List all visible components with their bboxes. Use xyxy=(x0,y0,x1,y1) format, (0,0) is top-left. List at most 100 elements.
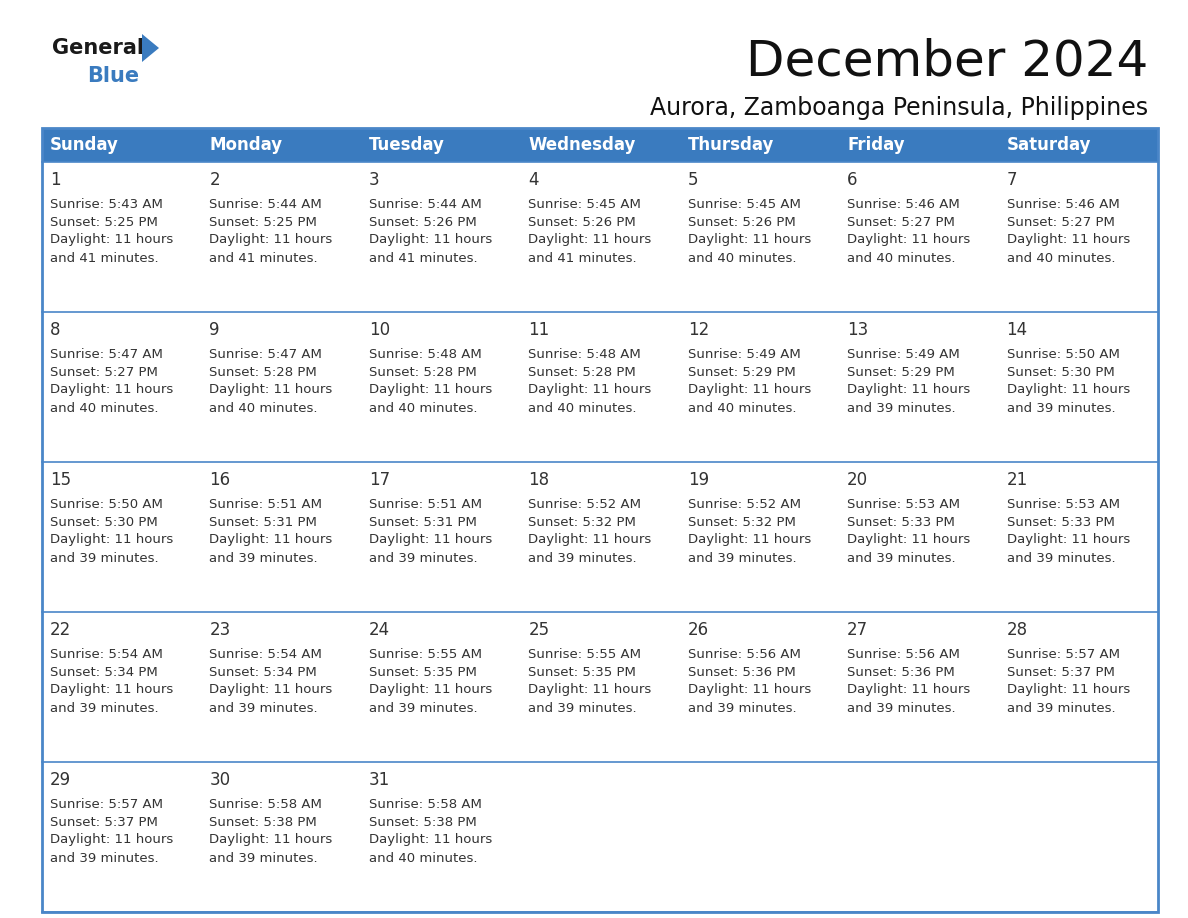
Text: Sunset: 5:28 PM: Sunset: 5:28 PM xyxy=(209,365,317,378)
Text: Daylight: 11 hours: Daylight: 11 hours xyxy=(847,384,971,397)
Text: 20: 20 xyxy=(847,471,868,489)
Text: 8: 8 xyxy=(50,321,61,339)
Bar xyxy=(520,312,680,462)
Text: 30: 30 xyxy=(209,771,230,789)
Text: Sunrise: 5:43 AM: Sunrise: 5:43 AM xyxy=(50,197,163,210)
Bar xyxy=(42,612,202,762)
Text: 11: 11 xyxy=(529,321,550,339)
Text: Sunset: 5:30 PM: Sunset: 5:30 PM xyxy=(50,516,158,529)
Text: Daylight: 11 hours: Daylight: 11 hours xyxy=(529,684,651,697)
Text: Sunrise: 5:46 AM: Sunrise: 5:46 AM xyxy=(1006,197,1119,210)
Text: and 40 minutes.: and 40 minutes. xyxy=(688,401,796,415)
Bar xyxy=(361,762,520,912)
Bar xyxy=(42,128,1158,162)
Text: Blue: Blue xyxy=(87,66,139,86)
Bar xyxy=(42,128,1158,912)
Text: Daylight: 11 hours: Daylight: 11 hours xyxy=(847,533,971,546)
Text: Saturday: Saturday xyxy=(1006,136,1091,154)
Text: Friday: Friday xyxy=(847,136,905,154)
Text: Tuesday: Tuesday xyxy=(368,136,444,154)
Text: Daylight: 11 hours: Daylight: 11 hours xyxy=(50,233,173,247)
Text: Sunrise: 5:54 AM: Sunrise: 5:54 AM xyxy=(50,647,163,660)
Text: Sunrise: 5:57 AM: Sunrise: 5:57 AM xyxy=(1006,647,1119,660)
Text: 13: 13 xyxy=(847,321,868,339)
Bar xyxy=(999,762,1158,912)
Text: Daylight: 11 hours: Daylight: 11 hours xyxy=(50,834,173,846)
Bar xyxy=(999,162,1158,312)
Text: Daylight: 11 hours: Daylight: 11 hours xyxy=(847,233,971,247)
Bar xyxy=(680,312,839,462)
Bar xyxy=(361,162,520,312)
Text: Sunrise: 5:50 AM: Sunrise: 5:50 AM xyxy=(1006,348,1119,361)
Text: Sunrise: 5:56 AM: Sunrise: 5:56 AM xyxy=(847,647,960,660)
Text: Sunset: 5:35 PM: Sunset: 5:35 PM xyxy=(529,666,636,678)
Text: and 39 minutes.: and 39 minutes. xyxy=(368,701,478,714)
Text: and 40 minutes.: and 40 minutes. xyxy=(50,401,158,415)
Text: Daylight: 11 hours: Daylight: 11 hours xyxy=(368,233,492,247)
Text: Sunset: 5:35 PM: Sunset: 5:35 PM xyxy=(368,666,476,678)
Text: and 39 minutes.: and 39 minutes. xyxy=(688,552,796,565)
Text: Daylight: 11 hours: Daylight: 11 hours xyxy=(209,384,333,397)
Text: Sunrise: 5:44 AM: Sunrise: 5:44 AM xyxy=(368,197,481,210)
Text: 22: 22 xyxy=(50,621,71,639)
Text: Daylight: 11 hours: Daylight: 11 hours xyxy=(529,233,651,247)
Text: 15: 15 xyxy=(50,471,71,489)
Text: General: General xyxy=(52,38,144,58)
Text: 4: 4 xyxy=(529,171,539,189)
Text: 21: 21 xyxy=(1006,471,1028,489)
Text: Sunset: 5:30 PM: Sunset: 5:30 PM xyxy=(1006,365,1114,378)
Bar xyxy=(680,162,839,312)
Text: Daylight: 11 hours: Daylight: 11 hours xyxy=(529,384,651,397)
Bar xyxy=(202,762,361,912)
Text: Sunset: 5:27 PM: Sunset: 5:27 PM xyxy=(1006,216,1114,229)
Text: Daylight: 11 hours: Daylight: 11 hours xyxy=(1006,384,1130,397)
Bar xyxy=(680,612,839,762)
Text: Sunset: 5:37 PM: Sunset: 5:37 PM xyxy=(1006,666,1114,678)
Text: Sunset: 5:31 PM: Sunset: 5:31 PM xyxy=(209,516,317,529)
Text: Thursday: Thursday xyxy=(688,136,775,154)
Text: Sunset: 5:33 PM: Sunset: 5:33 PM xyxy=(847,516,955,529)
Text: Sunset: 5:36 PM: Sunset: 5:36 PM xyxy=(688,666,796,678)
Text: and 39 minutes.: and 39 minutes. xyxy=(50,701,159,714)
Text: Daylight: 11 hours: Daylight: 11 hours xyxy=(209,533,333,546)
Text: Sunset: 5:27 PM: Sunset: 5:27 PM xyxy=(847,216,955,229)
Text: 1: 1 xyxy=(50,171,61,189)
Text: Daylight: 11 hours: Daylight: 11 hours xyxy=(1006,684,1130,697)
Text: Sunrise: 5:48 AM: Sunrise: 5:48 AM xyxy=(529,348,642,361)
Text: 14: 14 xyxy=(1006,321,1028,339)
Text: Daylight: 11 hours: Daylight: 11 hours xyxy=(368,834,492,846)
Text: Sunset: 5:32 PM: Sunset: 5:32 PM xyxy=(529,516,636,529)
Text: and 40 minutes.: and 40 minutes. xyxy=(368,852,478,865)
Bar xyxy=(999,462,1158,612)
Bar xyxy=(839,162,999,312)
Text: Sunset: 5:33 PM: Sunset: 5:33 PM xyxy=(1006,516,1114,529)
Text: Sunrise: 5:54 AM: Sunrise: 5:54 AM xyxy=(209,647,322,660)
Text: Sunset: 5:38 PM: Sunset: 5:38 PM xyxy=(368,815,476,829)
Text: Sunrise: 5:50 AM: Sunrise: 5:50 AM xyxy=(50,498,163,510)
Bar xyxy=(999,312,1158,462)
Text: and 40 minutes.: and 40 minutes. xyxy=(688,252,796,264)
Text: Daylight: 11 hours: Daylight: 11 hours xyxy=(1006,233,1130,247)
Text: Aurora, Zamboanga Peninsula, Philippines: Aurora, Zamboanga Peninsula, Philippines xyxy=(650,96,1148,120)
Text: and 40 minutes.: and 40 minutes. xyxy=(209,401,318,415)
Text: Daylight: 11 hours: Daylight: 11 hours xyxy=(209,684,333,697)
Text: and 40 minutes.: and 40 minutes. xyxy=(368,401,478,415)
Text: and 39 minutes.: and 39 minutes. xyxy=(209,852,318,865)
Text: Sunrise: 5:45 AM: Sunrise: 5:45 AM xyxy=(529,197,642,210)
Text: Daylight: 11 hours: Daylight: 11 hours xyxy=(368,384,492,397)
Text: Daylight: 11 hours: Daylight: 11 hours xyxy=(688,533,811,546)
Text: Sunset: 5:26 PM: Sunset: 5:26 PM xyxy=(368,216,476,229)
Text: December 2024: December 2024 xyxy=(746,38,1148,86)
Text: Monday: Monday xyxy=(209,136,283,154)
Text: and 39 minutes.: and 39 minutes. xyxy=(50,852,159,865)
Text: Daylight: 11 hours: Daylight: 11 hours xyxy=(688,684,811,697)
Bar xyxy=(520,612,680,762)
Bar xyxy=(361,462,520,612)
Text: Sunrise: 5:51 AM: Sunrise: 5:51 AM xyxy=(209,498,322,510)
Text: 2: 2 xyxy=(209,171,220,189)
Bar xyxy=(839,612,999,762)
Text: Sunset: 5:29 PM: Sunset: 5:29 PM xyxy=(847,365,955,378)
Text: 10: 10 xyxy=(368,321,390,339)
Text: Sunrise: 5:48 AM: Sunrise: 5:48 AM xyxy=(368,348,481,361)
Text: Sunset: 5:28 PM: Sunset: 5:28 PM xyxy=(368,365,476,378)
